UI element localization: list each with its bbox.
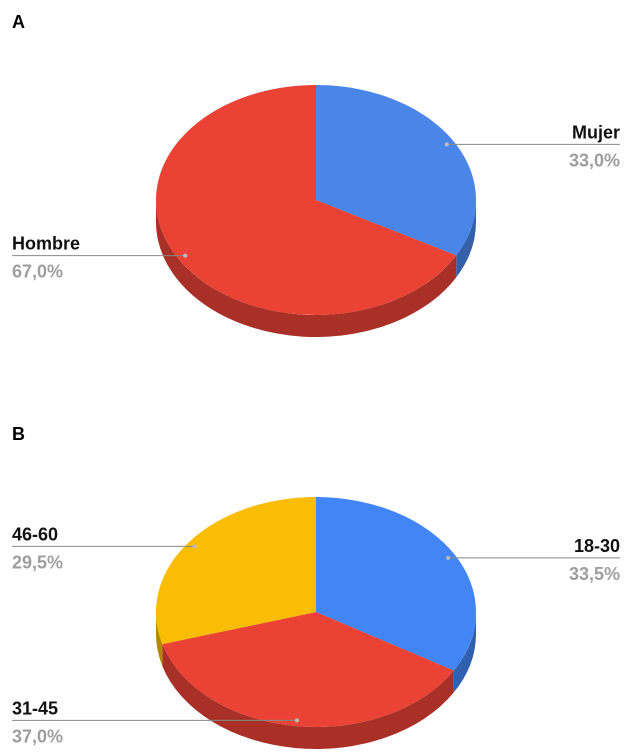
slice-side (456, 200, 477, 278)
slice-side (156, 612, 163, 667)
value-label: 33,0% (569, 150, 620, 170)
value-label: 37,0% (12, 726, 63, 746)
chart-title: A (12, 12, 25, 32)
value-label: 29,5% (12, 552, 63, 572)
slice-label: 31-45 (12, 698, 58, 718)
slice (316, 85, 477, 256)
slice (155, 497, 316, 645)
slice (316, 497, 476, 671)
slice-side (453, 612, 477, 693)
slice-label: Hombre (12, 234, 80, 254)
leader-dot (294, 718, 299, 723)
value-label: 33,5% (569, 564, 620, 584)
slice-label: 46-60 (12, 524, 58, 544)
slice (156, 85, 457, 315)
leader-dot (446, 555, 451, 560)
leader-dot (183, 253, 188, 258)
leader-dot (444, 142, 449, 147)
value-label: 67,0% (12, 262, 63, 282)
slice-side (156, 200, 457, 337)
slice-label: Mujer (572, 122, 620, 142)
chart-title: B (12, 424, 25, 444)
slice (162, 612, 454, 727)
leader-dot (192, 544, 197, 549)
slice-label: 18-30 (574, 536, 620, 556)
slice-side (162, 644, 454, 749)
